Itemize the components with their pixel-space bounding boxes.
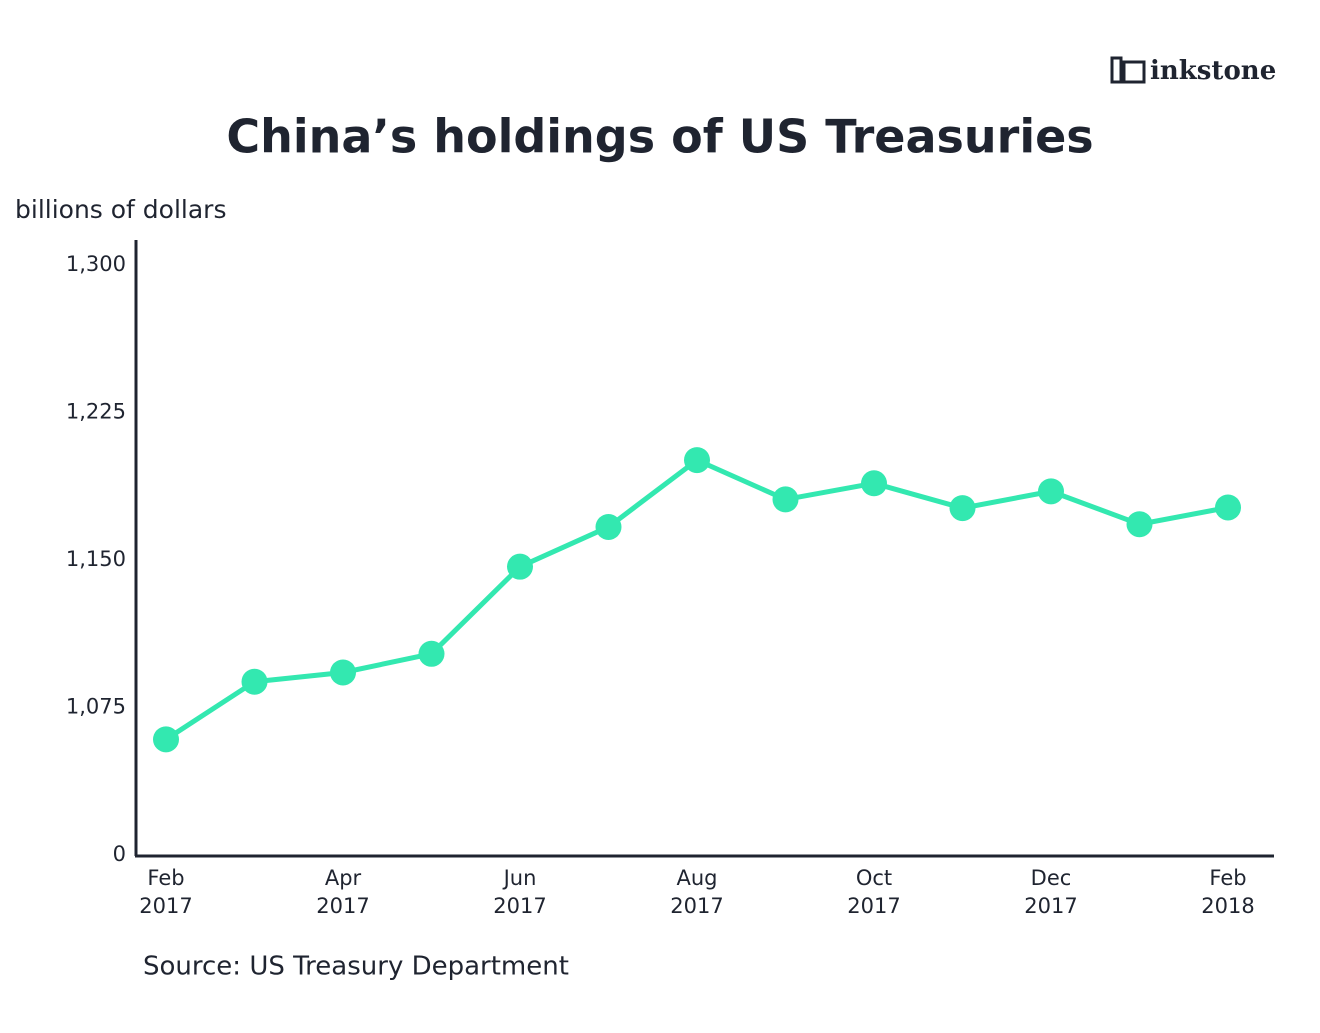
y-tick-label: 1,300: [66, 252, 126, 276]
point: [418, 640, 445, 667]
x-tick-label: Jun 2017: [493, 866, 547, 918]
logo: inkstone: [1110, 56, 1276, 86]
y-tick-label: 0: [113, 842, 126, 866]
point: [507, 553, 533, 580]
point: [153, 726, 179, 753]
x-tick-label: Oct 2017: [847, 866, 901, 918]
x-tick-label: Apr 2017: [316, 866, 370, 918]
x-tick-label: Dec 2017: [1024, 866, 1078, 918]
point: [241, 668, 268, 695]
brand: inkstone: [1150, 56, 1276, 86]
logo-icon: [1122, 60, 1146, 84]
y-tick-label: 1,150: [66, 547, 126, 571]
point: [861, 470, 887, 497]
y-tick-label: 1,225: [66, 400, 126, 424]
x-tick-label: Feb 2018: [1201, 866, 1255, 918]
point: [1038, 478, 1064, 505]
logo-icon: [1110, 56, 1123, 84]
y-tick-label: 1,075: [66, 695, 126, 719]
point: [1215, 494, 1241, 521]
point: [949, 495, 976, 522]
y-axis-label: billions of dollars: [15, 195, 227, 224]
point: [1126, 511, 1153, 538]
x-tick-label: Feb 2017: [139, 866, 193, 918]
point: [772, 486, 799, 513]
line: [164, 457, 1229, 742]
x-tick-label: Aug 2017: [670, 866, 724, 918]
point: [684, 447, 710, 474]
source: Source: US Treasury Department: [143, 952, 569, 982]
chart-title: China’s holdings of US Treasuries: [226, 110, 1093, 164]
point: [330, 659, 356, 686]
point: [595, 513, 622, 540]
